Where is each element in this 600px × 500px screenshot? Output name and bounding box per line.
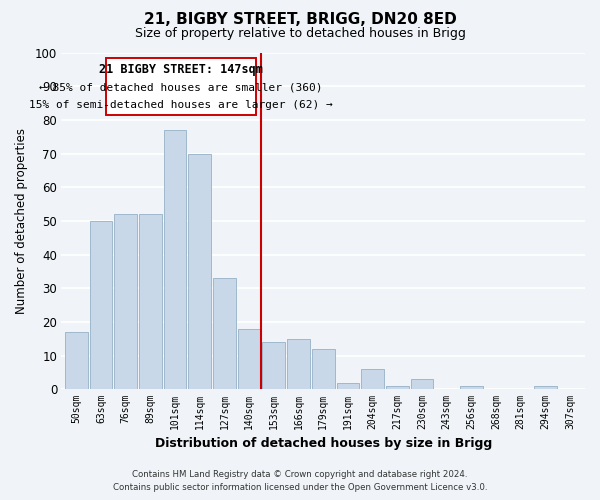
Bar (65, 332, 88, 389)
Bar (337, 382, 359, 389)
Text: Size of property relative to detached houses in Brigg: Size of property relative to detached ho… (134, 28, 466, 40)
Bar (287, 338, 310, 389)
Bar (460, 386, 483, 389)
Text: 21, BIGBY STREET, BRIGG, DN20 8ED: 21, BIGBY STREET, BRIGG, DN20 8ED (143, 12, 457, 28)
Bar (213, 278, 236, 389)
Bar (139, 214, 161, 389)
Bar (188, 154, 211, 389)
Bar (410, 379, 433, 389)
Bar (164, 130, 187, 389)
Bar (361, 369, 384, 389)
Bar (89, 221, 112, 389)
Text: 21 BIGBY STREET: 147sqm: 21 BIGBY STREET: 147sqm (99, 63, 263, 76)
FancyBboxPatch shape (106, 58, 256, 115)
Bar (534, 386, 557, 389)
Bar (114, 214, 137, 389)
Bar (238, 328, 260, 389)
Bar (386, 386, 409, 389)
X-axis label: Distribution of detached houses by size in Brigg: Distribution of detached houses by size … (155, 437, 492, 450)
Text: ← 85% of detached houses are smaller (360): ← 85% of detached houses are smaller (36… (40, 83, 323, 93)
Bar (262, 342, 285, 389)
Bar (312, 349, 335, 389)
Y-axis label: Number of detached properties: Number of detached properties (15, 128, 28, 314)
Text: Contains HM Land Registry data © Crown copyright and database right 2024.
Contai: Contains HM Land Registry data © Crown c… (113, 470, 487, 492)
Text: 15% of semi-detached houses are larger (62) →: 15% of semi-detached houses are larger (… (29, 100, 333, 110)
